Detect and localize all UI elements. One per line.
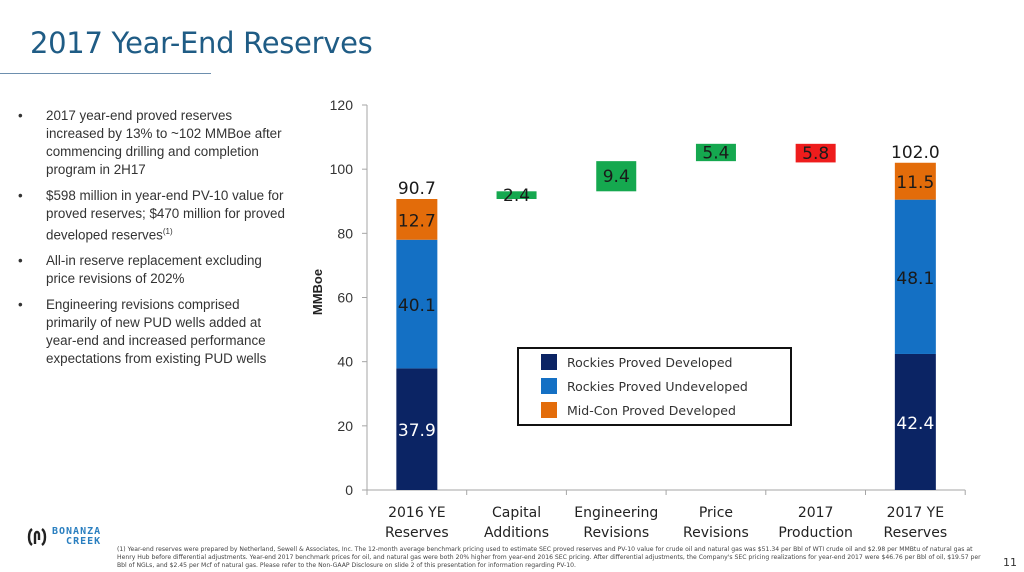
page-number: 11 xyxy=(1003,556,1017,569)
bar-value-label: 42.4 xyxy=(896,414,934,434)
bullet-icon: • xyxy=(18,297,23,313)
x-category-label: Price xyxy=(699,505,733,521)
bullet-item: • $598 million in year-end PV-10 value fo… xyxy=(18,187,288,244)
bonanza-creek-logo-icon xyxy=(27,528,47,546)
bar-segment-rockies-proved-undeveloped xyxy=(894,199,936,354)
waterfall-step-label: 5.4 xyxy=(702,143,729,163)
footnote: (1) Year-end reserves were prepared by N… xyxy=(117,546,981,569)
bar-total-label: 90.7 xyxy=(398,179,436,199)
legend-label: Rockies Proved Undeveloped xyxy=(567,378,748,394)
bar-value-label: 11.5 xyxy=(896,173,934,193)
x-category-label: Reserves xyxy=(884,525,948,541)
legend-label: Rockies Proved Developed xyxy=(567,354,733,370)
bullet-text: $598 million in year-end PV-10 value for… xyxy=(46,188,285,243)
bullet-item: • 2017 year-end proved reserves increased… xyxy=(18,107,288,179)
bar-value-label: 48.1 xyxy=(896,269,934,289)
y-tick-label: 120 xyxy=(330,97,354,113)
footnote-marker: (1) xyxy=(162,227,173,236)
waterfall-step-bar xyxy=(695,143,736,162)
x-category-label: 2017 YE xyxy=(887,505,944,521)
x-category-label: Revisions xyxy=(583,525,649,541)
legend-swatch xyxy=(541,378,557,394)
bar-value-label: 40.1 xyxy=(398,296,436,316)
waterfall-step-bar xyxy=(596,161,637,192)
y-tick-label: 60 xyxy=(337,290,353,306)
y-tick-label: 80 xyxy=(337,225,353,241)
x-category-label: Revisions xyxy=(683,525,749,541)
bullet-icon: • xyxy=(18,253,23,269)
bullet-text: Engineering revisions comprised primaril… xyxy=(46,297,267,367)
bullet-text: 2017 year-end proved reserves increased … xyxy=(46,108,282,177)
logo-text-line2: CREEK xyxy=(66,536,102,547)
x-category-label: Capital xyxy=(492,505,541,521)
y-tick-label: 100 xyxy=(330,161,354,177)
waterfall-step-bar xyxy=(795,143,836,163)
x-category-label: 2016 YE xyxy=(388,505,445,521)
title-underline xyxy=(0,73,211,74)
y-tick-label: 20 xyxy=(337,418,353,434)
bar-value-label: 37.9 xyxy=(398,421,436,441)
legend-swatch xyxy=(541,354,557,370)
bar-segment-rockies-proved-undeveloped xyxy=(396,239,438,369)
y-axis-label: MMBoe xyxy=(310,269,325,315)
legend-swatch xyxy=(541,402,557,418)
bullet-list: • 2017 year-end proved reserves increased… xyxy=(18,107,288,376)
bar-value-label: 12.7 xyxy=(398,211,436,231)
company-logo: BONANZA CREEK xyxy=(26,526,101,548)
y-tick-label: 40 xyxy=(337,354,353,370)
waterfall-step-label: 5.8 xyxy=(802,144,829,164)
legend-label: Mid-Con Proved Developed xyxy=(567,402,736,418)
bullet-item: • All-in reserve replacement excluding pr… xyxy=(18,252,288,288)
x-category-label: Engineering xyxy=(574,505,658,521)
bar-segment-mid-con-proved-developed xyxy=(894,162,936,200)
legend-item: Rockies Proved Developed xyxy=(541,354,732,370)
bullet-text: All-in reserve replacement excluding pri… xyxy=(46,253,262,287)
x-category-label: Additions xyxy=(484,525,549,541)
logo-text-line1: BONANZA xyxy=(52,526,102,537)
bullet-icon: • xyxy=(18,108,23,123)
x-category-label: Production xyxy=(778,525,852,541)
waterfall-step-label: 9.4 xyxy=(603,167,630,187)
chart-legend: Rockies Proved Developed Rockies Proved … xyxy=(517,347,792,426)
bar-segment-rockies-proved-developed xyxy=(894,353,936,490)
legend-item: Rockies Proved Undeveloped xyxy=(541,378,748,394)
x-category-label: 2017 xyxy=(798,505,834,521)
x-category-label: Reserves xyxy=(385,525,449,541)
waterfall-step-label: 2.4 xyxy=(503,186,530,206)
bar-segment-mid-con-proved-developed xyxy=(396,199,438,240)
bullet-icon: • xyxy=(18,188,23,203)
bullet-item: • Engineering revisions comprised primari… xyxy=(18,296,288,368)
y-tick-label: 0 xyxy=(345,482,353,498)
bar-total-label: 102.0 xyxy=(891,143,940,163)
slide-title: 2017 Year-End Reserves xyxy=(30,26,373,60)
waterfall-step-bar xyxy=(496,191,537,200)
bar-segment-rockies-proved-developed xyxy=(396,368,438,490)
legend-item: Mid-Con Proved Developed xyxy=(541,402,736,418)
